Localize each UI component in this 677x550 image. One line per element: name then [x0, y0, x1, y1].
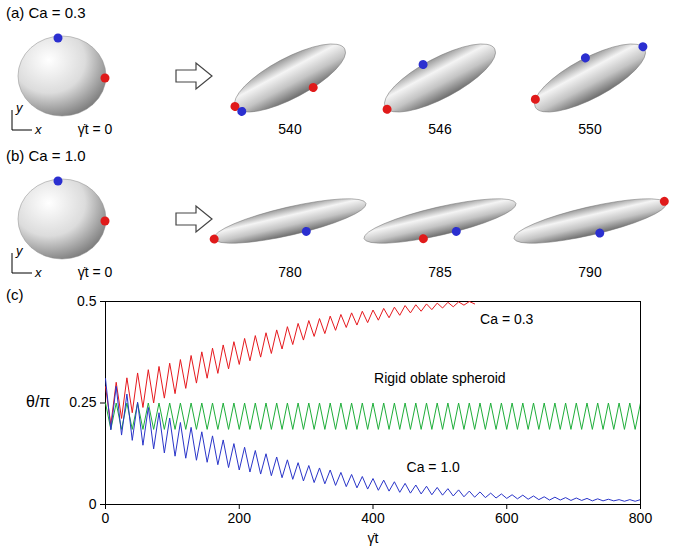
svg-text:Rigid oblate spheroid: Rigid oblate spheroid: [374, 370, 506, 386]
svg-text:y: y: [15, 100, 24, 115]
svg-text:y: y: [15, 243, 24, 258]
svg-text:Ca = 0.3: Ca = 0.3: [480, 311, 534, 327]
svg-text:0: 0: [102, 510, 110, 526]
svg-text:γ̇t = 0: γ̇t = 0: [78, 121, 113, 137]
svg-text:400: 400: [361, 510, 385, 526]
svg-text:780: 780: [278, 264, 302, 280]
svg-text:(b) Ca = 1.0: (b) Ca = 1.0: [6, 147, 86, 164]
svg-text:Ca = 1.0: Ca = 1.0: [407, 459, 461, 475]
svg-text:600: 600: [495, 510, 519, 526]
svg-text:800: 800: [629, 510, 653, 526]
svg-text:790: 790: [578, 264, 602, 280]
svg-text:γ̇t = 0: γ̇t = 0: [78, 264, 113, 280]
svg-text:0.25: 0.25: [69, 394, 96, 410]
html-text:θ/π: θ/π: [26, 392, 51, 410]
html-text:(c): (c): [6, 286, 24, 303]
svg-text:x: x: [34, 122, 42, 137]
svg-text:γ̇t: γ̇t: [368, 530, 379, 546]
svg-text:200: 200: [228, 510, 252, 526]
svg-text:0.5: 0.5: [77, 293, 97, 309]
svg-text:785: 785: [428, 264, 452, 280]
svg-text:(a) Ca = 0.3: (a) Ca = 0.3: [6, 4, 86, 21]
svg-text:550: 550: [578, 121, 602, 137]
svg-text:x: x: [34, 265, 42, 280]
svg-text:0: 0: [89, 496, 97, 512]
svg-text:540: 540: [278, 121, 302, 137]
svg-text:546: 546: [428, 121, 452, 137]
